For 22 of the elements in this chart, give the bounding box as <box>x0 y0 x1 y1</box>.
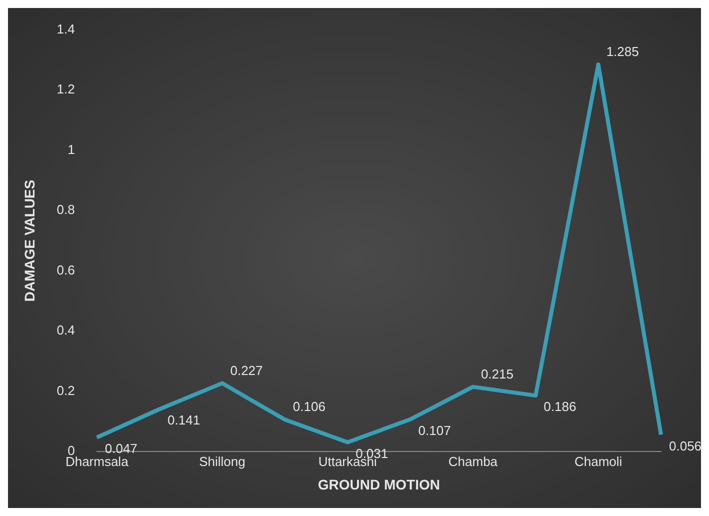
data-label: 0.047 <box>104 441 138 456</box>
data-label: 0.106 <box>292 399 326 414</box>
y-tick-label: 1.4 <box>56 21 75 36</box>
data-label: 0.056 <box>669 438 702 454</box>
y-tick-label: 0.4 <box>56 322 75 338</box>
x-axis-title: GROUND MOTION <box>318 476 440 492</box>
x-tick-label: Shillong <box>199 454 246 469</box>
y-tick-label: 0 <box>68 443 75 458</box>
y-tick-label: 1 <box>68 142 75 157</box>
data-label: 0.227 <box>230 362 263 378</box>
y-axis-title: DAMAGE VALUES <box>21 180 38 302</box>
data-label: 0.107 <box>418 422 451 438</box>
x-tick-label: Chamba <box>448 454 498 469</box>
data-label: 0.215 <box>480 366 514 382</box>
y-tick-label: 1.2 <box>56 82 75 97</box>
data-label: 1.285 <box>606 44 639 60</box>
data-label: 0.186 <box>544 399 576 414</box>
x-tick-label: Chamoli <box>574 454 622 469</box>
data-label: 0.141 <box>168 412 200 428</box>
y-tick-label: 0.6 <box>56 262 75 278</box>
y-tick-label: 0.8 <box>56 202 75 218</box>
y-tick-label: 0.2 <box>56 382 75 398</box>
